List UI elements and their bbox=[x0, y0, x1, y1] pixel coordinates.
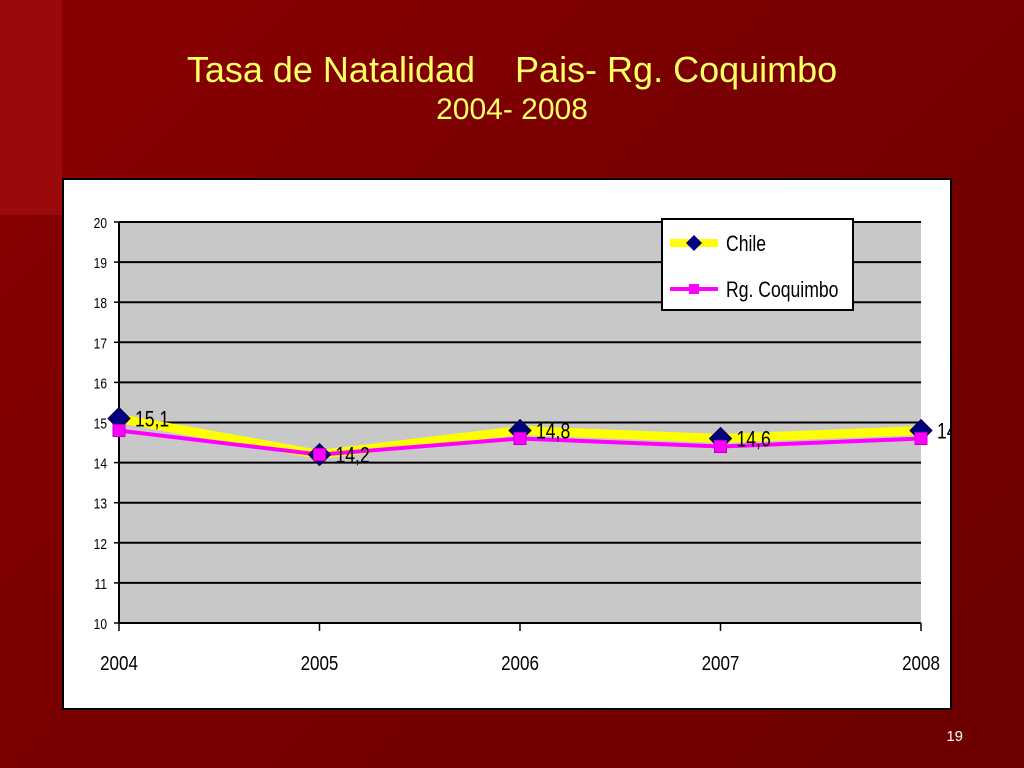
y-tick-label: 19 bbox=[94, 255, 107, 272]
data-label: 15,1 bbox=[135, 408, 169, 432]
x-tick-label: 2004 bbox=[100, 652, 138, 675]
data-labels: 15,1 14,2 14,8 14,6 14,8 bbox=[135, 408, 950, 468]
y-tick-label: 18 bbox=[94, 295, 107, 312]
y-tick-label: 16 bbox=[94, 375, 107, 392]
coquimbo-point-marker bbox=[513, 432, 527, 446]
title-line-2: 2004- 2008 bbox=[436, 93, 588, 126]
legend-box bbox=[661, 218, 854, 311]
legend: Chile Rg. Coquimbo bbox=[661, 218, 854, 311]
y-tick-label: 10 bbox=[94, 616, 108, 633]
coquimbo-point-marker bbox=[714, 440, 727, 454]
y-tick-label: 12 bbox=[94, 536, 107, 553]
data-label: 14,8 bbox=[937, 420, 950, 444]
x-tick-label: 2005 bbox=[301, 652, 339, 675]
series-layer bbox=[107, 406, 933, 467]
legend-entry-label: Chile bbox=[726, 232, 766, 256]
chart-container: 10 11 12 13 14 15 16 17 18 19 20 2004 2005 2006 2007 2… bbox=[62, 178, 952, 710]
data-label: 14,2 bbox=[336, 444, 370, 468]
coquimbo-point-marker bbox=[313, 448, 326, 462]
slide-title: Tasa de Natalidad Pais- Rg. Coquimbo 200… bbox=[0, 48, 1024, 128]
y-tick-label: 14 bbox=[94, 455, 108, 472]
legend-swatch-marker bbox=[686, 235, 702, 251]
x-tick-label: 2006 bbox=[501, 652, 539, 675]
gridlines bbox=[119, 221, 921, 624]
y-tick-label: 20 bbox=[94, 215, 108, 232]
y-tick-label: 11 bbox=[95, 576, 107, 593]
x-tick-label: 2008 bbox=[902, 652, 940, 675]
data-label: 14,8 bbox=[536, 420, 570, 444]
y-tick-label: 17 bbox=[94, 335, 107, 352]
y-axis: 10 11 12 13 14 15 16 17 18 19 20 bbox=[94, 215, 120, 633]
page-number: 19 bbox=[946, 728, 963, 745]
data-label: 14,6 bbox=[737, 428, 771, 452]
y-tick-label: 15 bbox=[94, 415, 107, 432]
coquimbo-point-marker bbox=[914, 432, 928, 446]
legend-swatch-marker bbox=[689, 284, 699, 294]
y-tick-label: 13 bbox=[94, 495, 107, 512]
x-axis: 2004 2005 2006 2007 2008 bbox=[100, 622, 940, 675]
x-tick-label: 2007 bbox=[702, 652, 740, 675]
title-line-1: Tasa de Natalidad Pais- Rg. Coquimbo bbox=[186, 49, 838, 90]
legend-entry-label: Rg. Coquimbo bbox=[726, 278, 838, 302]
coquimbo-point-marker bbox=[112, 424, 126, 438]
slide-corner-accent bbox=[0, 0, 62, 215]
